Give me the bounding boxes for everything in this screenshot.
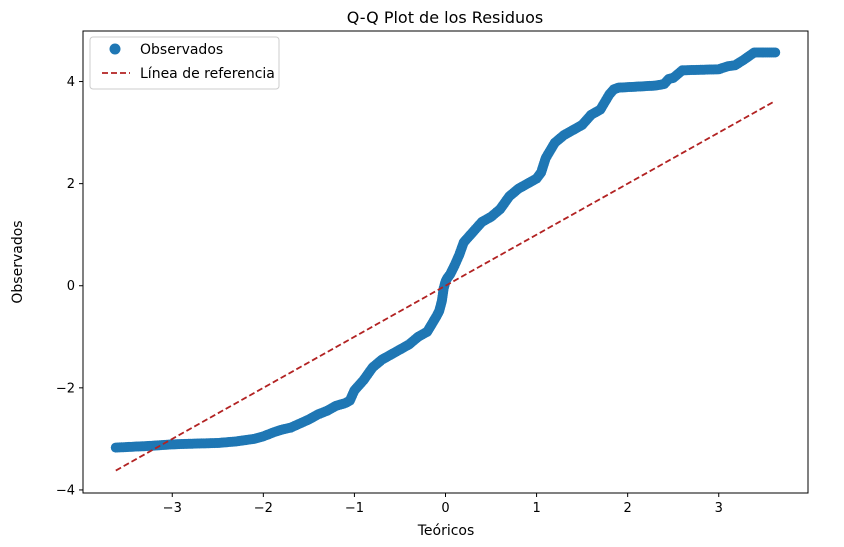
y-tick-label: −4 <box>56 483 75 498</box>
legend-label-referencia: Línea de referencia <box>140 66 275 82</box>
legend: Observados Línea de referencia <box>89 36 280 90</box>
x-tick-label: 1 <box>532 501 540 516</box>
plot-area <box>110 47 781 472</box>
observados-series <box>110 47 781 453</box>
x-tick-label: −1 <box>345 501 364 516</box>
y-tick-label: −2 <box>56 381 75 396</box>
x-tick-label: 0 <box>441 501 449 516</box>
x-axis-label: Teóricos <box>417 523 475 539</box>
legend-label-observados: Observados <box>140 42 223 58</box>
y-tick-label: 2 <box>67 177 75 192</box>
y-axis-label: Observados <box>10 220 26 303</box>
chart-title: Q-Q Plot de los Residuos <box>347 8 544 27</box>
data-point <box>770 47 781 58</box>
y-tick-label: 0 <box>67 279 75 294</box>
x-tick-label: 3 <box>715 501 723 516</box>
x-tick-label: −3 <box>163 501 182 516</box>
x-tick-label: −2 <box>254 501 273 516</box>
x-tick-label: 2 <box>624 501 632 516</box>
legend-marker-observados <box>109 43 121 55</box>
y-tick-label: 4 <box>67 75 75 90</box>
legend-box <box>89 36 280 90</box>
axes: −3 −2 −1 0 1 2 3 −4 −2 0 2 4 <box>56 30 809 516</box>
